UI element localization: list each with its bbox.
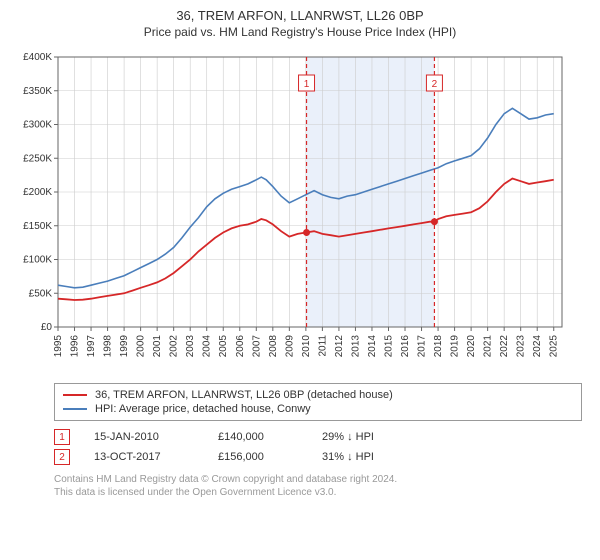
svg-text:£400K: £400K <box>23 52 52 63</box>
svg-text:2010: 2010 <box>301 335 312 358</box>
svg-text:2023: 2023 <box>516 335 527 358</box>
svg-text:2024: 2024 <box>532 335 543 358</box>
svg-text:£350K: £350K <box>23 86 52 97</box>
legend-item: 36, TREM ARFON, LLANRWST, LL26 0BP (deta… <box>63 388 573 402</box>
page-subtitle: Price paid vs. HM Land Registry's House … <box>10 25 590 39</box>
svg-text:£250K: £250K <box>23 153 52 164</box>
page-title: 36, TREM ARFON, LLANRWST, LL26 0BP <box>10 8 590 23</box>
svg-text:2021: 2021 <box>483 335 494 358</box>
legend-item: HPI: Average price, detached house, Conw… <box>63 402 573 416</box>
legend: 36, TREM ARFON, LLANRWST, LL26 0BP (deta… <box>54 383 582 421</box>
svg-text:2020: 2020 <box>466 335 477 358</box>
svg-text:2006: 2006 <box>235 335 246 358</box>
svg-text:2009: 2009 <box>284 335 295 358</box>
svg-text:2016: 2016 <box>400 335 411 358</box>
svg-text:1995: 1995 <box>53 335 64 358</box>
sale-price: £156,000 <box>218 451 298 463</box>
legend-label: HPI: Average price, detached house, Conw… <box>95 403 311 415</box>
sale-badge: 2 <box>54 449 70 465</box>
svg-text:2005: 2005 <box>218 335 229 358</box>
svg-text:2013: 2013 <box>350 335 361 358</box>
svg-text:2008: 2008 <box>268 335 279 358</box>
footer-line-1: Contains HM Land Registry data © Crown c… <box>54 473 582 486</box>
svg-text:£200K: £200K <box>23 187 52 198</box>
footer-line-2: This data is licensed under the Open Gov… <box>54 486 582 499</box>
svg-text:£150K: £150K <box>23 221 52 232</box>
chart-svg: £0 £50K £100K £150K £200K £250K £300K £350K £400… <box>10 47 570 377</box>
sale-date: 13-OCT-2017 <box>94 451 194 463</box>
svg-text:£0: £0 <box>41 322 53 333</box>
sale-diff: 31% ↓ HPI <box>322 451 432 463</box>
sale-row: 2 13-OCT-2017 £156,000 31% ↓ HPI <box>54 447 582 467</box>
svg-text:£300K: £300K <box>23 120 52 131</box>
svg-text:2002: 2002 <box>169 335 180 358</box>
svg-text:2015: 2015 <box>383 335 394 358</box>
sale-diff: 29% ↓ HPI <box>322 431 432 443</box>
legend-label: 36, TREM ARFON, LLANRWST, LL26 0BP (deta… <box>95 389 393 401</box>
sales-table: 1 15-JAN-2010 £140,000 29% ↓ HPI 2 13-OCT-201… <box>54 427 582 467</box>
svg-text:1: 1 <box>304 79 310 90</box>
legend-swatch <box>63 408 87 410</box>
sale-badge: 1 <box>54 429 70 445</box>
sale-row: 1 15-JAN-2010 £140,000 29% ↓ HPI <box>54 427 582 447</box>
svg-text:1997: 1997 <box>86 335 97 358</box>
svg-text:1999: 1999 <box>119 335 130 358</box>
svg-text:2007: 2007 <box>251 335 262 358</box>
svg-text:2001: 2001 <box>152 335 163 358</box>
svg-text:2017: 2017 <box>417 335 428 358</box>
price-chart: £0 £50K £100K £150K £200K £250K £300K £350K £400… <box>10 47 590 377</box>
svg-text:2014: 2014 <box>367 335 378 358</box>
svg-text:1998: 1998 <box>103 335 114 358</box>
sale-price: £140,000 <box>218 431 298 443</box>
footer: Contains HM Land Registry data © Crown c… <box>54 473 582 499</box>
svg-text:1996: 1996 <box>70 335 81 358</box>
svg-text:2000: 2000 <box>136 335 147 358</box>
svg-text:2003: 2003 <box>185 335 196 358</box>
svg-text:2004: 2004 <box>202 335 213 358</box>
svg-text:2012: 2012 <box>334 335 345 358</box>
svg-text:2022: 2022 <box>499 335 510 358</box>
svg-text:2: 2 <box>432 79 438 90</box>
svg-text:2019: 2019 <box>450 335 461 358</box>
svg-text:£100K: £100K <box>23 255 52 266</box>
svg-text:2018: 2018 <box>433 335 444 358</box>
svg-text:2025: 2025 <box>549 335 560 358</box>
svg-text:2011: 2011 <box>317 335 328 357</box>
svg-text:£50K: £50K <box>29 288 53 299</box>
legend-swatch <box>63 394 87 396</box>
sale-date: 15-JAN-2010 <box>94 431 194 443</box>
